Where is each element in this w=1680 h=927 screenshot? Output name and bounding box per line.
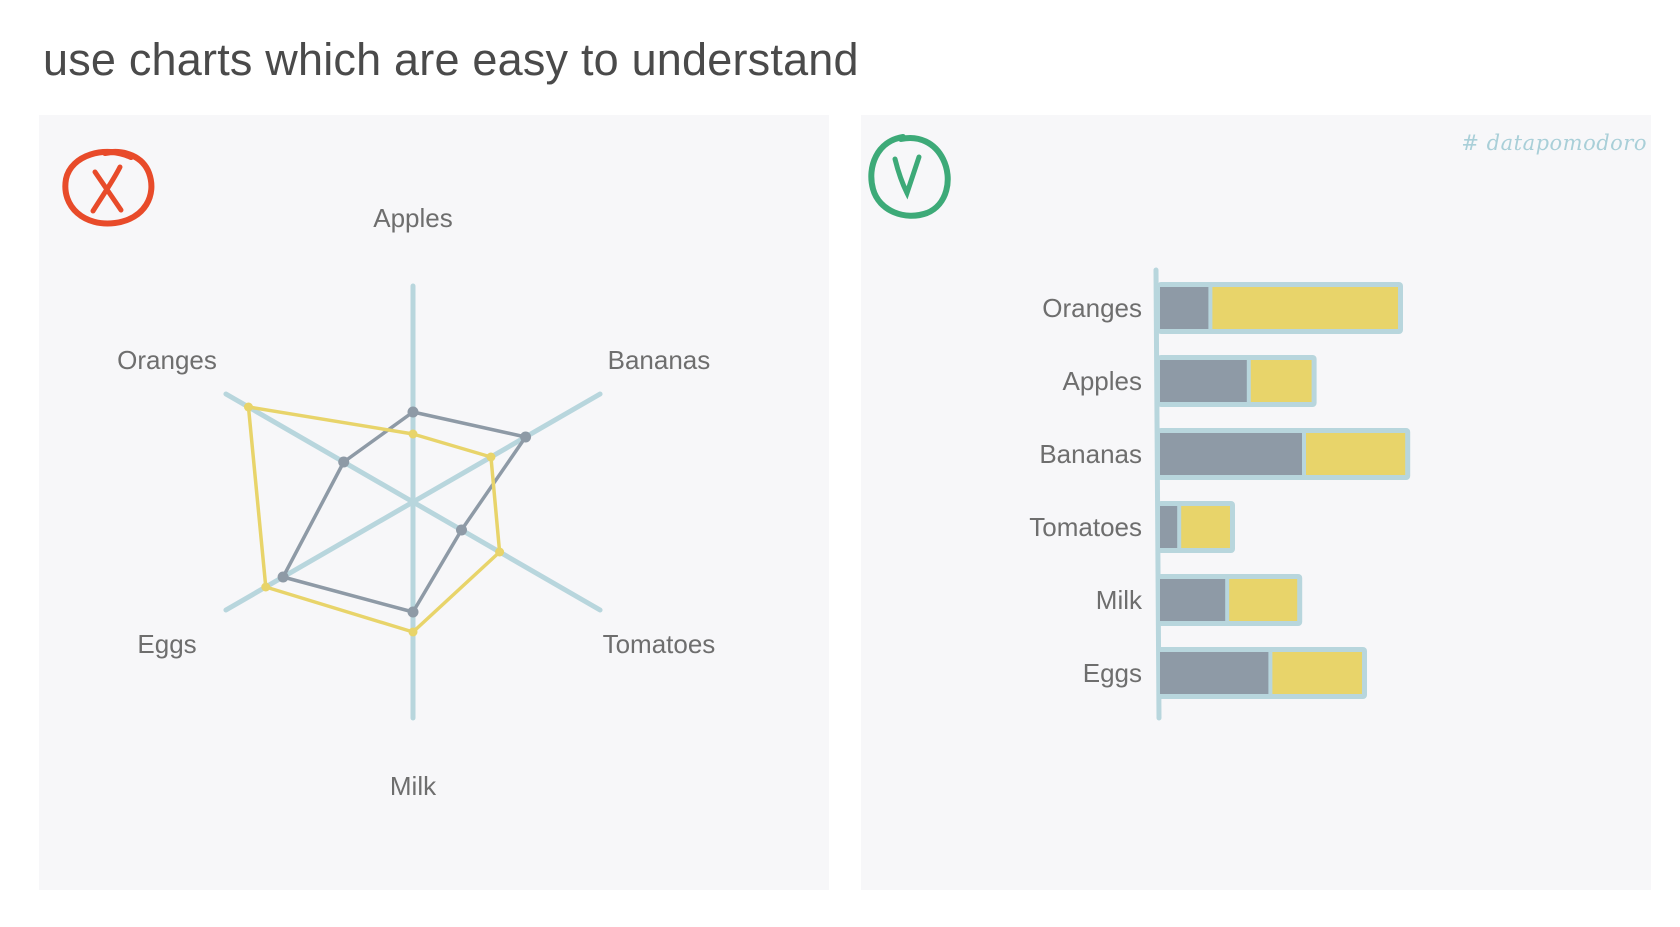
bar-segment-tomatoes-1 xyxy=(1160,506,1178,548)
bar-label-tomatoes: Tomatoes xyxy=(1029,512,1142,542)
stacked-bar-chart: Oranges Apples Bananas Tomatoes Milk Eggs xyxy=(868,134,1411,721)
bar-label-bananas: Bananas xyxy=(1039,439,1142,469)
radar-label-eggs: Eggs xyxy=(137,629,196,659)
bar-label-apples: Apples xyxy=(1063,366,1143,396)
bar-label-milk: Milk xyxy=(1096,585,1143,615)
radar-point-2-apples xyxy=(408,429,418,439)
x-circle-icon xyxy=(62,148,155,227)
radar-point-2-bananas xyxy=(486,452,496,462)
bar-segment-milk-1 xyxy=(1160,579,1226,621)
radar-label-milk: Milk xyxy=(390,771,437,801)
bar-label-eggs: Eggs xyxy=(1083,658,1142,688)
check-circle-icon xyxy=(868,134,951,219)
bar-segment-bananas-1 xyxy=(1160,433,1302,475)
radar-point-1-oranges xyxy=(338,456,350,468)
bar-segment-tomatoes-2 xyxy=(1181,506,1230,548)
radar-point-1-apples xyxy=(407,406,419,418)
radar-chart-panel: Apples Bananas Tomatoes Milk Eggs Oranges xyxy=(39,115,829,890)
bar-segment-oranges-1 xyxy=(1160,287,1209,329)
bar-segment-eggs-2 xyxy=(1272,652,1362,694)
radar-point-1-tomatoes xyxy=(455,524,467,536)
bar-segment-milk-2 xyxy=(1229,579,1298,621)
radar-axis-eggs xyxy=(223,499,416,613)
radar-point-1-milk xyxy=(407,606,419,618)
radar-point-2-tomatoes xyxy=(495,547,505,557)
radar-point-2-eggs xyxy=(261,582,271,592)
bar-chart-panel: # datapomodoro Oranges Apples Bananas Tomat… xyxy=(861,115,1651,890)
radar-point-2-oranges xyxy=(243,402,253,412)
bar-axis-line xyxy=(1153,267,1162,721)
radar-chart: Apples Bananas Tomatoes Milk Eggs Oranges xyxy=(62,148,716,801)
radar-label-apples: Apples xyxy=(373,203,453,233)
radar-label-bananas: Bananas xyxy=(608,345,711,375)
bar-segment-apples-2 xyxy=(1250,360,1312,402)
bar-segment-bananas-2 xyxy=(1306,433,1406,475)
radar-point-1-bananas xyxy=(520,431,532,443)
page-title: use charts which are easy to understand xyxy=(43,34,859,85)
radar-axis-tomatoes xyxy=(410,499,603,613)
radar-label-oranges: Oranges xyxy=(117,345,217,375)
bar-segment-oranges-2 xyxy=(1212,287,1398,329)
radar-point-2-milk xyxy=(408,627,418,637)
bar-segment-apples-1 xyxy=(1160,360,1247,402)
radar-axis-bananas xyxy=(410,391,603,505)
radar-axis-oranges xyxy=(223,391,416,505)
radar-point-1-eggs xyxy=(277,571,289,583)
bar-label-oranges: Oranges xyxy=(1042,293,1142,323)
radar-label-tomatoes: Tomatoes xyxy=(603,629,716,659)
watermark: # datapomodoro xyxy=(1461,131,1647,155)
bar-segment-eggs-1 xyxy=(1160,652,1269,694)
radar-series-line-1 xyxy=(281,410,528,614)
